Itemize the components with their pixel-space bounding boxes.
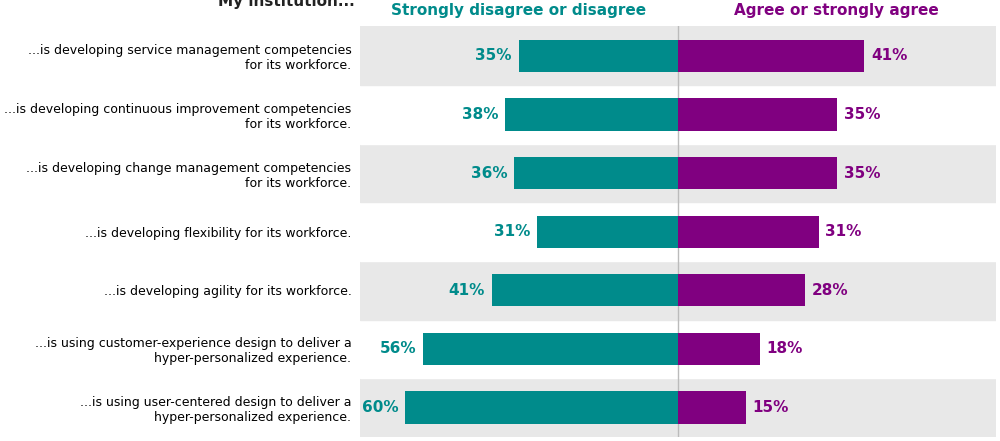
Bar [678, 392, 746, 424]
Text: My institution...: My institution... [218, 0, 355, 9]
Bar [423, 333, 678, 365]
Bar [678, 157, 837, 189]
Text: 35%: 35% [844, 165, 880, 180]
Text: 41%: 41% [448, 283, 485, 298]
Text: 60%: 60% [362, 400, 398, 415]
Bar [360, 320, 996, 378]
Text: 28%: 28% [812, 283, 848, 298]
Text: 15%: 15% [753, 400, 789, 415]
Text: 41%: 41% [871, 48, 907, 63]
Bar [678, 216, 819, 248]
Bar [678, 274, 805, 306]
Bar [360, 26, 996, 85]
Text: 31%: 31% [494, 224, 530, 239]
Text: 35%: 35% [844, 107, 880, 122]
Bar [405, 392, 678, 424]
Text: Strongly disagree or disagree: Strongly disagree or disagree [391, 3, 646, 18]
Bar [678, 98, 837, 131]
Text: 18%: 18% [766, 341, 803, 356]
Bar [537, 216, 678, 248]
Text: 36%: 36% [471, 165, 507, 180]
Bar [360, 144, 996, 202]
Text: 56%: 56% [380, 341, 417, 356]
Bar [514, 157, 678, 189]
Text: Agree or strongly agree: Agree or strongly agree [734, 3, 939, 18]
Bar [360, 202, 996, 261]
Bar [360, 261, 996, 320]
Bar [360, 378, 996, 437]
Text: 38%: 38% [462, 107, 498, 122]
Text: 31%: 31% [825, 224, 862, 239]
Bar [492, 274, 678, 306]
Bar [678, 40, 864, 72]
Bar [519, 40, 678, 72]
Text: 35%: 35% [475, 48, 512, 63]
Bar [505, 98, 678, 131]
Bar [678, 333, 760, 365]
Bar [360, 85, 996, 144]
